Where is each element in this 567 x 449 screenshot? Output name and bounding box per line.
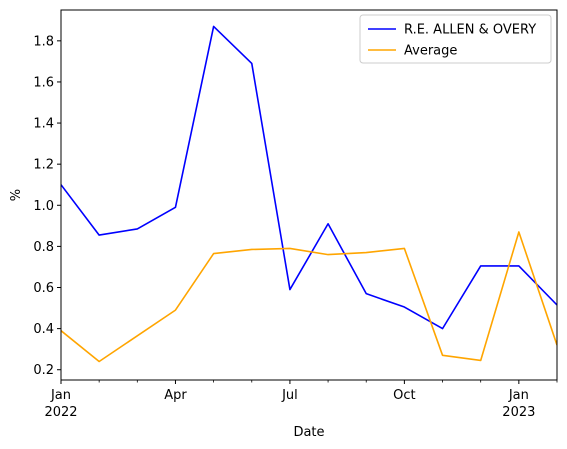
y-tick-label: 1.2 xyxy=(33,158,54,173)
x-tick-label: Jul xyxy=(281,388,298,403)
x-tick-label: Oct xyxy=(393,388,415,403)
series-line-1 xyxy=(61,25,557,330)
y-axis-label: % xyxy=(9,189,24,201)
legend-box xyxy=(359,14,552,64)
series-line-2 xyxy=(61,231,557,363)
y-tick-label: 1.8 xyxy=(33,34,54,49)
y-tick-label: 0.6 xyxy=(33,281,54,296)
x-tick-year-label: 2023 xyxy=(502,405,535,420)
y-tick-label: 0.2 xyxy=(33,363,54,378)
y-tick-label: 1.4 xyxy=(33,117,54,132)
x-tick-year-label: 2022 xyxy=(44,405,77,420)
y-tick-label: 0.4 xyxy=(33,322,54,337)
y-axis: 0.2 0.4 0.6 0.8 1.0 1.2 1.4 1.6 1.8 xyxy=(33,34,61,378)
y-tick-label: 1.0 xyxy=(33,199,54,214)
x-axis: Jan 2022 Apr Jul Oct Jan 2023 xyxy=(44,380,558,420)
plot-frame xyxy=(60,9,558,381)
x-axis-label: Date xyxy=(293,425,324,440)
x-tick-label: Jan xyxy=(508,388,529,403)
y-tick-label: 0.8 xyxy=(33,240,54,255)
legend-label-1: R.E. ALLEN & OVERY xyxy=(404,23,536,38)
y-tick-label: 1.6 xyxy=(33,75,54,90)
x-tick-label: Jan xyxy=(50,388,71,403)
x-tick-label: Apr xyxy=(164,388,187,403)
series-lines xyxy=(61,25,557,363)
legend-label-2: Average xyxy=(404,44,457,59)
legend: R.E. ALLEN & OVERY Average xyxy=(359,14,552,64)
